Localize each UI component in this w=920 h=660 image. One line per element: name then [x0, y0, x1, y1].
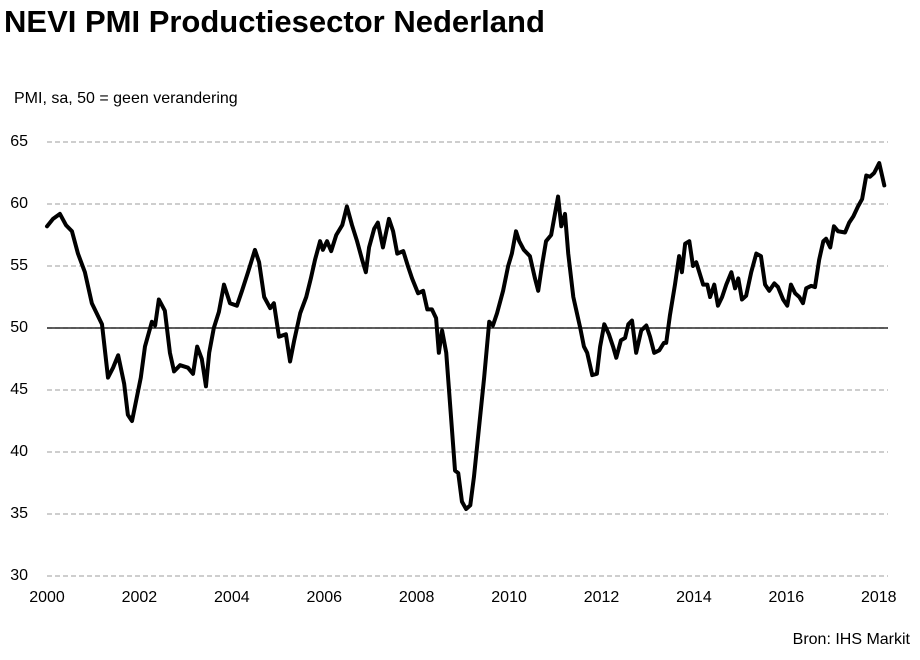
x-tick-label: 2004 — [214, 589, 250, 606]
x-tick-label: 2010 — [491, 589, 527, 606]
y-tick-label: 45 — [10, 381, 28, 398]
x-tick-label: 2018 — [861, 589, 897, 606]
chart-subtitle: PMI, sa, 50 = geen verandering — [14, 90, 238, 107]
x-tick-label: 2012 — [584, 589, 620, 606]
x-tick-label: 2008 — [399, 589, 435, 606]
source-note: Bron: IHS Markit — [793, 631, 911, 648]
y-tick-label: 40 — [10, 443, 28, 460]
y-tick-label: 55 — [10, 257, 28, 274]
y-tick-label: 30 — [10, 567, 28, 584]
y-tick-label: 35 — [10, 505, 28, 522]
x-tick-label: 2016 — [769, 589, 805, 606]
y-tick-label: 60 — [10, 195, 28, 212]
x-tick-label: 2000 — [29, 589, 65, 606]
data-line — [45, 161, 887, 512]
x-tick-label: 2014 — [676, 589, 712, 606]
y-tick-label: 50 — [10, 319, 28, 336]
x-tick-label: 2002 — [122, 589, 158, 606]
y-tick-label: 65 — [10, 133, 28, 150]
chart-title: NEVI PMI Productiesector Nederland — [4, 4, 545, 39]
x-tick-label: 2006 — [306, 589, 342, 606]
